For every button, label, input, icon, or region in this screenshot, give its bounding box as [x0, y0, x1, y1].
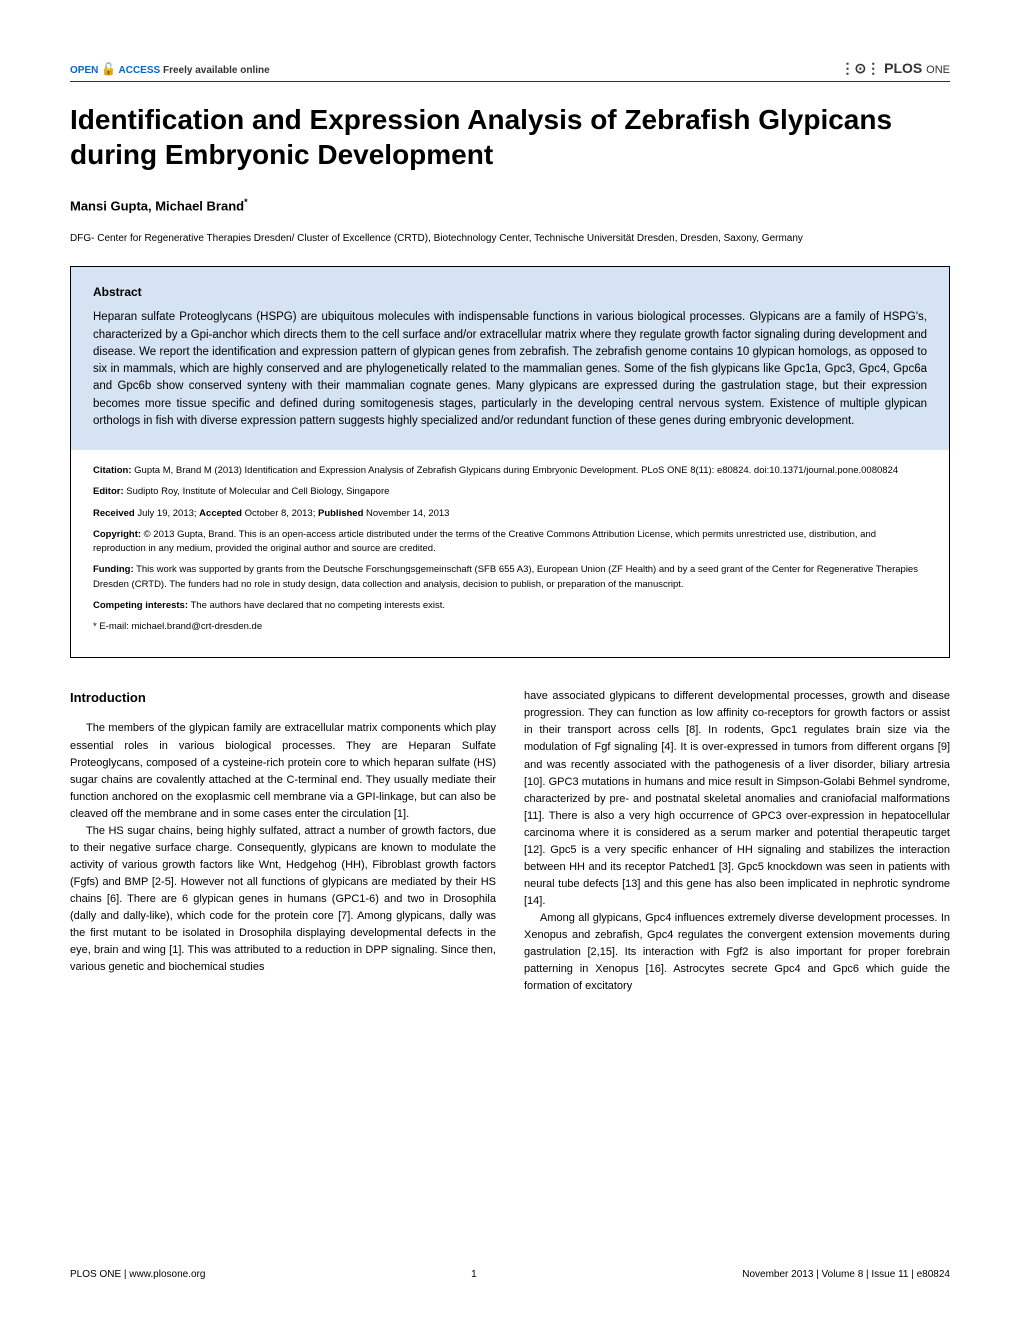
- header-bar: OPEN 🔓 ACCESS Freely available online ⋮⊙…: [70, 60, 950, 82]
- introduction-heading: Introduction: [70, 688, 496, 708]
- accepted-label: Accepted: [199, 508, 242, 519]
- accepted-text: October 8, 2013;: [242, 508, 318, 519]
- abstract-heading: Abstract: [93, 285, 927, 299]
- footer-right: November 2013 | Volume 8 | Issue 11 | e8…: [742, 1269, 950, 1280]
- affiliation: DFG- Center for Regenerative Therapies D…: [70, 231, 950, 246]
- abstract-text: Heparan sulfate Proteoglycans (HSPG) are…: [93, 309, 927, 430]
- abstract-box: Abstract Heparan sulfate Proteoglycans (…: [70, 266, 950, 658]
- citation-text: Gupta M, Brand M (2013) Identification a…: [132, 465, 899, 476]
- freely-text: Freely available online: [163, 65, 270, 76]
- intro-p1: The members of the glypican family are e…: [70, 720, 496, 822]
- copyright-label: Copyright:: [93, 529, 141, 540]
- open-text: OPEN: [70, 65, 98, 76]
- lock-icon: 🔓: [101, 62, 116, 76]
- plos-text: PLOS: [884, 60, 922, 76]
- copyright-text: © 2013 Gupta, Brand. This is an open-acc…: [93, 529, 876, 554]
- competing-line: Competing interests: The authors have de…: [93, 599, 927, 613]
- column-right: have associated glypicans to different d…: [524, 688, 950, 995]
- received-text: July 19, 2013;: [135, 508, 199, 519]
- one-text: ONE: [926, 64, 950, 76]
- published-label: Published: [318, 508, 363, 519]
- citation-label: Citation:: [93, 465, 132, 476]
- email-line: * E-mail: michael.brand@crt-dresden.de: [93, 620, 927, 634]
- citation-line: Citation: Gupta M, Brand M (2013) Identi…: [93, 464, 927, 478]
- funding-label: Funding:: [93, 564, 134, 575]
- footer-left: PLOS ONE | www.plosone.org: [70, 1269, 205, 1280]
- author-marker: *: [244, 197, 248, 207]
- editor-text: Sudipto Roy, Institute of Molecular and …: [124, 486, 390, 497]
- email-label: * E-mail:: [93, 621, 129, 632]
- intro-p4: Among all glypicans, Gpc4 influences ext…: [524, 910, 950, 995]
- funding-text: This work was supported by grants from t…: [93, 564, 918, 589]
- published-text: November 14, 2013: [363, 508, 449, 519]
- abstract-inner: Abstract Heparan sulfate Proteoglycans (…: [71, 267, 949, 450]
- received-label: Received: [93, 508, 135, 519]
- body-columns: Introduction The members of the glypican…: [70, 688, 950, 995]
- editor-label: Editor:: [93, 486, 124, 497]
- funding-line: Funding: This work was supported by gran…: [93, 563, 927, 592]
- metadata-box: Citation: Gupta M, Brand M (2013) Identi…: [71, 450, 949, 657]
- copyright-line: Copyright: © 2013 Gupta, Brand. This is …: [93, 528, 927, 557]
- competing-text: The authors have declared that no compet…: [188, 600, 445, 611]
- authors-text: Mansi Gupta, Michael Brand: [70, 198, 244, 213]
- footer-center: 1: [471, 1269, 477, 1280]
- intro-p2: The HS sugar chains, being highly sulfat…: [70, 823, 496, 976]
- access-text: ACCESS: [119, 65, 161, 76]
- email-text: michael.brand@crt-dresden.de: [129, 621, 262, 632]
- author-list: Mansi Gupta, Michael Brand*: [70, 197, 950, 213]
- page-footer: PLOS ONE | www.plosone.org 1 November 20…: [70, 1269, 950, 1280]
- column-left: Introduction The members of the glypican…: [70, 688, 496, 995]
- competing-label: Competing interests:: [93, 600, 188, 611]
- editor-line: Editor: Sudipto Roy, Institute of Molecu…: [93, 485, 927, 499]
- article-title: Identification and Expression Analysis o…: [70, 102, 950, 172]
- logo-dots: ⋮⊙⋮: [841, 60, 885, 76]
- dates-line: Received July 19, 2013; Accepted October…: [93, 507, 927, 521]
- open-access-label: OPEN 🔓 ACCESS Freely available online: [70, 62, 270, 76]
- journal-logo: ⋮⊙⋮ PLOS ONE: [841, 60, 950, 77]
- intro-p3: have associated glypicans to different d…: [524, 688, 950, 910]
